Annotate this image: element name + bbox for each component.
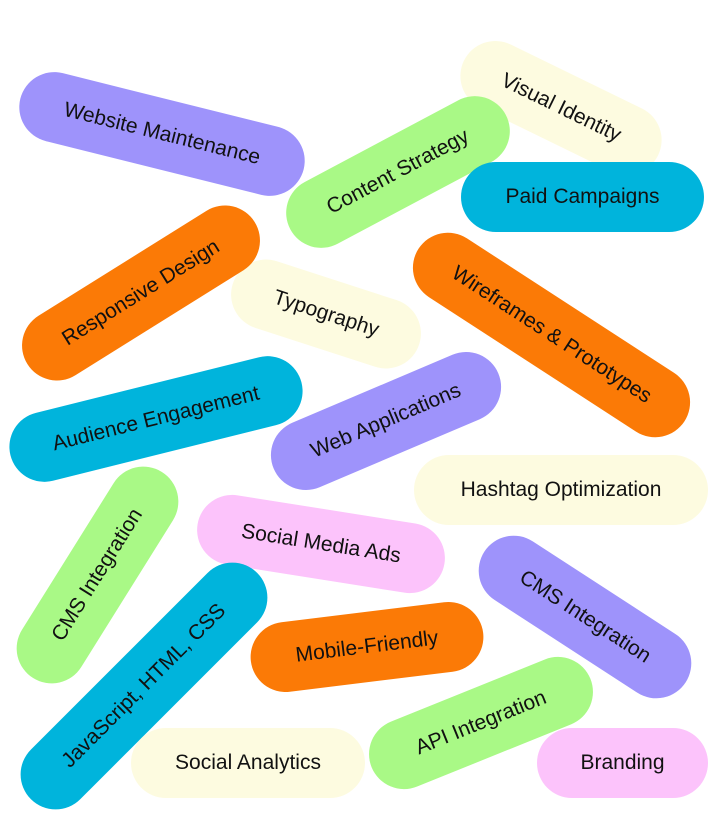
tag-hashtag-optimization: Hashtag Optimization bbox=[414, 455, 708, 525]
tag-label: Responsive Design bbox=[57, 234, 224, 351]
tag-label: Website Maintenance bbox=[61, 97, 263, 170]
tag-mobile-friendly: Mobile-Friendly bbox=[246, 598, 488, 696]
tag-social-analytics: Social Analytics bbox=[131, 728, 365, 798]
tag-label: Web Applications bbox=[307, 378, 465, 463]
tag-branding: Branding bbox=[537, 728, 708, 798]
tag-label: Typography bbox=[270, 285, 382, 342]
tag-paid-campaigns: Paid Campaigns bbox=[461, 162, 704, 232]
tag-label: Paid Campaigns bbox=[505, 185, 660, 208]
tag-label: Social Analytics bbox=[175, 751, 321, 774]
tag-label: CMS Integration bbox=[47, 504, 148, 646]
tag-website-maintenance: Website Maintenance bbox=[11, 64, 313, 204]
tag-label: Audience Engagement bbox=[50, 381, 262, 456]
tag-label: Social Media Ads bbox=[239, 519, 403, 568]
tag-label: Branding bbox=[580, 751, 665, 774]
tag-label: Hashtag Optimization bbox=[460, 478, 662, 501]
tag-label: Mobile-Friendly bbox=[294, 626, 440, 667]
tag-label: API Integration bbox=[412, 685, 550, 760]
tag-label: Content Strategy bbox=[322, 124, 473, 219]
tag-label: CMS Integration bbox=[515, 565, 656, 668]
tag-label: Visual Identity bbox=[497, 68, 625, 147]
